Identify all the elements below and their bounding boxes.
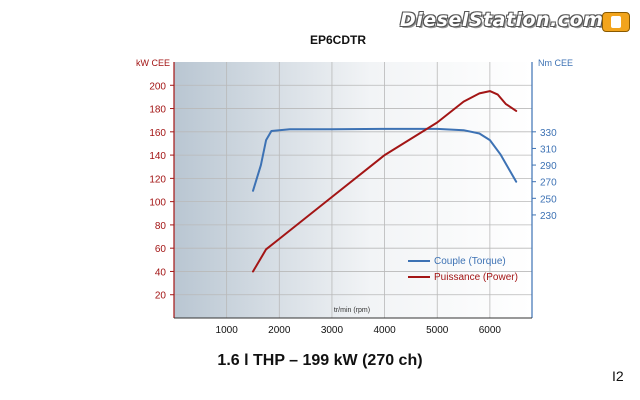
x-tick-label: 4000 (373, 325, 396, 336)
y-tick-label-left: 120 (149, 174, 166, 185)
y-tick-label-left: 160 (149, 128, 166, 139)
power-line (252, 90, 518, 273)
brand-site-name: DieselStation.com (400, 9, 604, 31)
x-tick-label: 2000 (268, 325, 291, 336)
legend-label-power: Puissance (Power) (434, 272, 518, 283)
x-tick-label: 5000 (426, 325, 449, 336)
y-tick-label-right: 250 (540, 194, 557, 205)
torque-line (252, 127, 518, 192)
x-axis-label: tr/min (rpm) (334, 307, 370, 314)
y-tick-label-left: 180 (149, 105, 166, 116)
plot-background (174, 62, 532, 318)
y-axis-label-left: kW CEE (136, 58, 170, 68)
y-tick-label-left: 140 (149, 151, 166, 162)
y-axis-label-right: Nm CEE (538, 58, 573, 68)
x-tick-label: 3000 (321, 325, 344, 336)
brand-badge-icon (602, 12, 630, 32)
legend-label-torque: Couple (Torque) (434, 256, 506, 267)
y-tick-label-right: 290 (540, 161, 557, 172)
page-number: I2 (612, 368, 624, 384)
y-tick-label-left: 100 (149, 198, 166, 209)
legend: Couple (Torque) Puissance (Power) (408, 256, 518, 283)
chart-title: EP6CDTR (310, 33, 366, 47)
y-tick-label-left: 80 (155, 221, 167, 232)
y-tick-label-left: 20 (155, 291, 167, 302)
series (252, 90, 518, 273)
y-tick-label-right: 310 (540, 144, 557, 155)
tick-labels: 1000 2000 3000 4000 5000 6000 20 40 60 80 100 120 14… (149, 81, 557, 336)
x-tick-label: 1000 (216, 325, 239, 336)
engine-subtitle: 1.6 l THP – 199 kW (270 ch) (217, 352, 423, 369)
y-tick-label-left: 40 (155, 267, 167, 278)
y-tick-label-left: 60 (155, 244, 167, 255)
y-tick-label-right: 230 (540, 211, 557, 222)
x-tick-label: 6000 (479, 325, 502, 336)
axes (173, 62, 533, 319)
y-tick-label-left: 200 (149, 81, 166, 92)
y-tick-label-right: 270 (540, 178, 557, 189)
y-tick-label-right: 330 (540, 128, 557, 139)
